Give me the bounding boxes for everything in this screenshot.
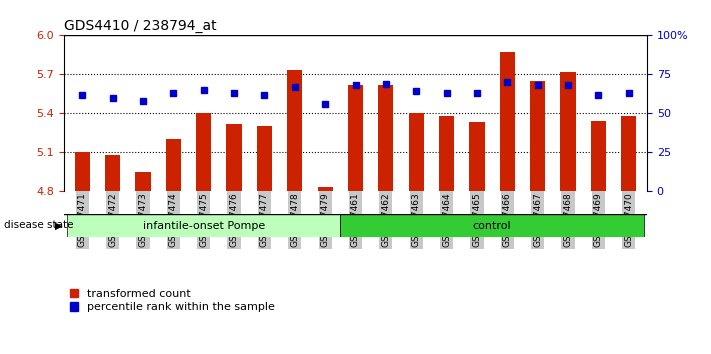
Bar [591,121,606,191]
Bar [530,81,545,191]
Bar [341,214,644,237]
Bar [439,116,454,191]
Text: disease state: disease state [4,221,73,230]
Bar [318,187,333,191]
Text: infantile-onset Pompe: infantile-onset Pompe [142,221,264,231]
Bar [287,70,302,191]
Bar [226,124,242,191]
Text: ▶: ▶ [55,221,63,230]
Bar [67,214,341,237]
Bar [378,85,393,191]
Bar [196,113,211,191]
Bar [257,126,272,191]
Bar [500,52,515,191]
Bar [135,172,151,191]
Text: control: control [473,221,511,231]
Bar [348,85,363,191]
Bar [469,122,485,191]
Legend: transformed count, percentile rank within the sample: transformed count, percentile rank withi… [70,289,275,312]
Bar [166,139,181,191]
Bar [621,116,636,191]
Bar [560,72,576,191]
Bar [409,113,424,191]
Bar [105,155,120,191]
Text: GDS4410 / 238794_at: GDS4410 / 238794_at [64,19,217,33]
Bar [75,152,90,191]
